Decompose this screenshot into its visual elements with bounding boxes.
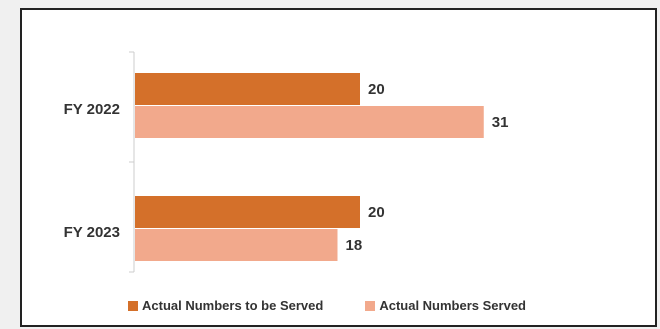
data-label-series-1-cat-2: 20: [368, 204, 385, 221]
category-label-1: FY 2022: [64, 101, 120, 118]
bar-actual-numbers-served-fy-2023: [135, 229, 338, 261]
bar-actual-numbers-to-be-served-fy-2022: [135, 73, 360, 105]
legend-label-series-2: Actual Numbers Served: [379, 298, 526, 313]
legend-item-series-2: Actual Numbers Served: [365, 298, 526, 313]
legend-swatch-series-2: [365, 300, 376, 311]
chart-frame: FY 2022 FY 2023 20 31 20 18 Actual Numbers t…: [20, 8, 657, 327]
legend-swatch-series-1: [128, 300, 138, 311]
category-label-2: FY 2023: [64, 224, 120, 241]
legend: Actual Numbers to be Served Actual Numbe…: [128, 298, 526, 313]
bar-chart: FY 2022 FY 2023 20 31 20 18: [64, 51, 509, 273]
data-label-series-2-cat-1: 31: [492, 114, 509, 131]
data-label-series-1-cat-1: 20: [368, 81, 385, 98]
legend-label-series-1: Actual Numbers to be Served: [142, 298, 324, 313]
legend-item-series-1: Actual Numbers to be Served: [128, 298, 323, 313]
bar-actual-numbers-served-fy-2022: [135, 106, 484, 138]
data-label-series-2-cat-2: 18: [346, 237, 363, 254]
bar-actual-numbers-to-be-served-fy-2023: [135, 196, 360, 228]
